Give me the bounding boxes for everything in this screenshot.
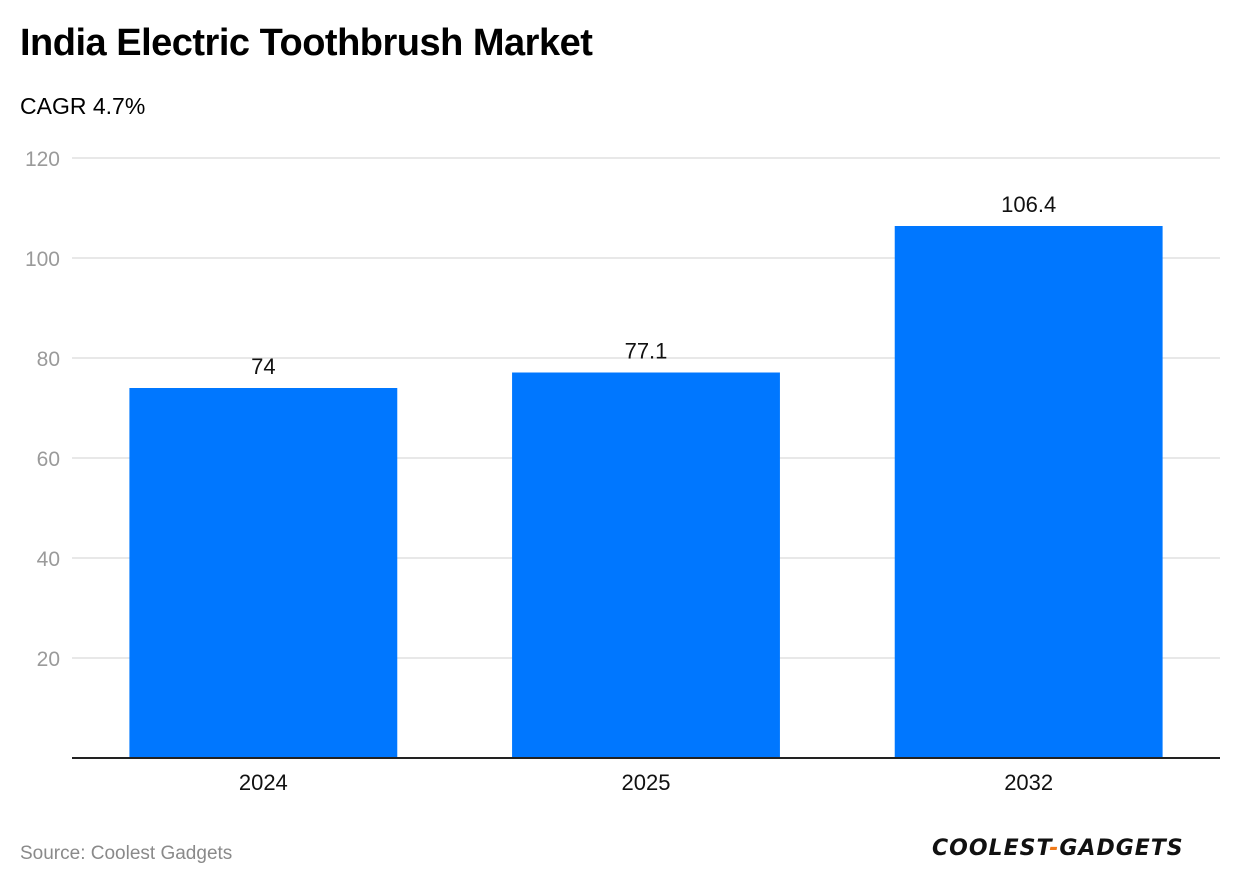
chart-title: India Electric Toothbrush Market xyxy=(20,22,593,64)
y-tick-label: 60 xyxy=(37,448,60,471)
y-tick-label: 20 xyxy=(37,648,60,671)
logo-text-gadgets: GADGETS xyxy=(1059,836,1184,861)
logo-dash: - xyxy=(1049,836,1060,861)
bar xyxy=(894,226,1163,758)
x-tick-label: 2024 xyxy=(239,770,288,795)
brand-logo: COOLEST-GADGETS xyxy=(932,836,1184,861)
y-tick-label: 80 xyxy=(37,348,60,371)
y-tick-label: 120 xyxy=(25,148,60,171)
data-label: 77.1 xyxy=(625,339,668,364)
y-tick-label: 100 xyxy=(25,248,60,271)
source-note: Source: Coolest Gadgets xyxy=(20,843,233,864)
chart-subtitle: CAGR 4.7% xyxy=(20,93,146,119)
y-tick-label: 40 xyxy=(37,548,60,571)
logo-text-coolest: COOLEST xyxy=(932,836,1050,861)
data-label: 106.4 xyxy=(1001,192,1056,217)
x-tick-label: 2032 xyxy=(1004,770,1053,795)
bar xyxy=(129,388,398,758)
data-label: 74 xyxy=(251,354,275,379)
bar xyxy=(512,372,780,758)
x-tick-label: 2025 xyxy=(622,770,671,795)
